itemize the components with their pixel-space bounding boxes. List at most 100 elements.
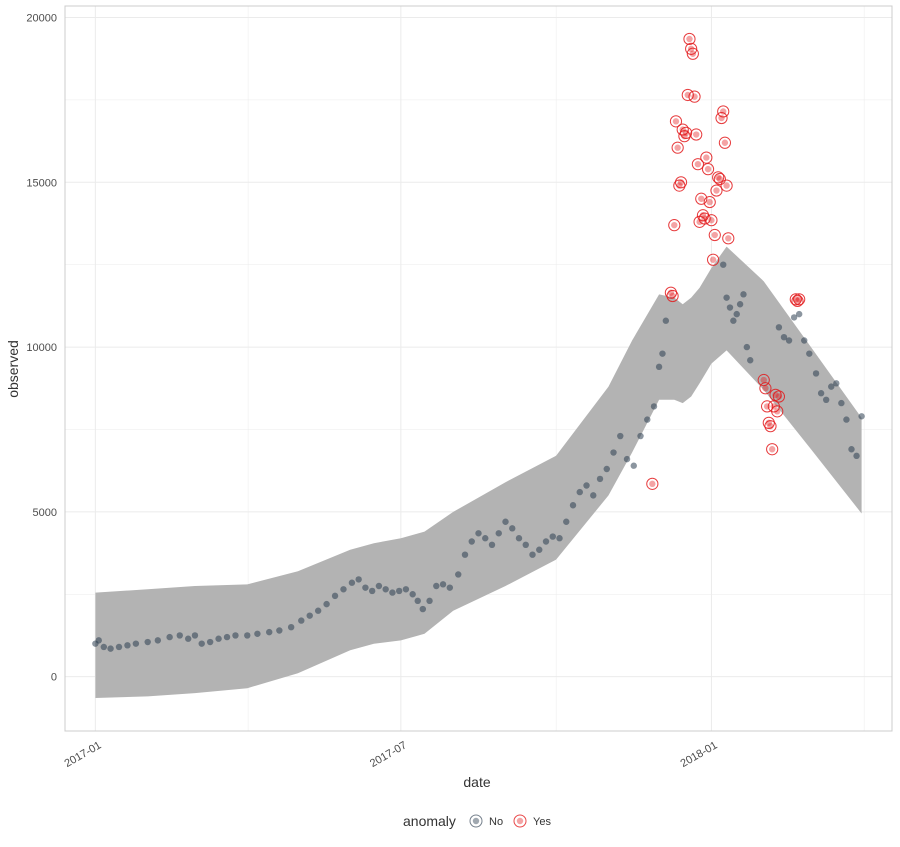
data-point-normal xyxy=(790,314,798,321)
data-point-anomaly xyxy=(668,219,681,232)
data-point-normal xyxy=(244,632,251,639)
data-point-normal xyxy=(176,632,183,639)
data-point-normal xyxy=(409,591,416,598)
data-point-anomaly xyxy=(671,141,684,154)
data-point-normal xyxy=(107,645,114,652)
data-point-anomaly xyxy=(688,90,701,103)
data-point-anomaly xyxy=(759,382,772,395)
data-point-normal xyxy=(726,304,734,311)
data-point-normal xyxy=(446,584,454,591)
data-point-normal xyxy=(100,643,108,651)
data-point-normal xyxy=(298,617,305,624)
data-point-normal xyxy=(801,337,808,344)
data-point-normal xyxy=(637,432,644,440)
data-point-normal xyxy=(509,525,516,532)
data-point-normal xyxy=(495,530,502,537)
data-point-normal xyxy=(529,551,536,558)
data-point-normal xyxy=(536,546,543,553)
data-point-normal xyxy=(747,357,754,364)
data-point-normal xyxy=(232,632,239,639)
data-point-normal xyxy=(348,579,356,586)
data-point-normal xyxy=(395,587,403,595)
data-point-normal xyxy=(736,301,744,308)
data-point-anomaly xyxy=(703,195,716,209)
data-point-normal xyxy=(355,576,362,583)
data-point-anomaly xyxy=(793,293,806,306)
data-point-normal xyxy=(115,643,123,651)
data-point-normal xyxy=(838,399,845,407)
data-point-normal xyxy=(266,628,273,636)
data-point-normal xyxy=(439,581,447,588)
data-point-anomaly xyxy=(720,179,733,192)
data-point-anomaly xyxy=(691,158,705,171)
data-point-normal xyxy=(596,475,604,483)
data-point-normal xyxy=(623,455,631,463)
data-point-normal xyxy=(833,380,840,387)
data-point-normal xyxy=(730,317,737,324)
data-point-normal xyxy=(743,343,751,351)
data-point-anomaly xyxy=(771,405,784,418)
data-point-normal xyxy=(389,589,396,596)
data-point-normal xyxy=(482,535,489,542)
data-point-normal xyxy=(419,605,427,613)
data-point-anomaly xyxy=(679,126,693,139)
data-point-anomaly xyxy=(690,128,703,141)
data-point-normal xyxy=(848,446,855,453)
data-point-normal xyxy=(733,310,740,318)
data-point-normal xyxy=(542,538,550,545)
data-point-normal xyxy=(650,403,658,410)
data-point-normal xyxy=(662,317,670,324)
data-point-anomaly xyxy=(722,232,735,245)
legend: anomaly No Yes xyxy=(403,813,551,829)
data-point-normal xyxy=(306,612,313,619)
data-point-normal xyxy=(630,462,637,469)
data-point-normal xyxy=(502,518,509,525)
data-point-anomaly xyxy=(717,105,730,118)
legend-title: anomaly xyxy=(403,813,456,829)
legend-label-yes: Yes xyxy=(533,816,551,828)
data-point-normal xyxy=(144,638,151,646)
y-tick-label: 15000 xyxy=(26,177,57,189)
data-point-normal xyxy=(780,333,788,341)
data-point-normal xyxy=(215,635,222,642)
data-point-normal xyxy=(812,370,820,377)
data-point-anomaly xyxy=(757,373,770,387)
data-point-normal xyxy=(468,538,475,545)
data-point-normal xyxy=(576,488,583,496)
data-point-normal xyxy=(382,586,389,593)
panel-border xyxy=(64,5,893,732)
confidence-band xyxy=(95,246,862,698)
data-point-normal xyxy=(853,452,860,460)
data-point-normal xyxy=(858,413,865,420)
data-point-normal xyxy=(795,310,803,318)
data-point-anomaly xyxy=(705,214,718,227)
y-tick-label: 5000 xyxy=(33,507,57,519)
data-point-normal xyxy=(95,637,102,644)
data-point-normal xyxy=(556,535,563,542)
data-point-anomaly xyxy=(766,443,779,456)
data-point-normal xyxy=(402,586,410,593)
data-point-anomaly xyxy=(708,228,721,242)
data-point-normal xyxy=(549,533,556,540)
data-point-normal xyxy=(368,587,376,595)
data-point-normal xyxy=(362,584,369,591)
data-point-normal xyxy=(340,586,347,593)
data-point-normal xyxy=(475,530,482,537)
data-point-normal xyxy=(522,541,529,549)
y-tick-label: 10000 xyxy=(26,342,57,354)
data-point-anomaly xyxy=(666,289,679,303)
data-point-normal xyxy=(828,383,835,390)
data-point-normal xyxy=(590,492,597,499)
data-point-normal xyxy=(124,642,131,649)
data-point-normal xyxy=(775,324,783,331)
data-point-normal xyxy=(488,541,496,549)
data-point-normal xyxy=(822,396,830,404)
data-point-anomaly xyxy=(713,172,726,186)
data-point-anomaly xyxy=(706,253,720,266)
data-point-anomaly xyxy=(791,294,804,308)
data-point-anomaly xyxy=(686,47,699,60)
data-point-normal xyxy=(455,571,462,578)
data-point-anomaly xyxy=(669,115,683,128)
data-point-normal xyxy=(563,518,570,525)
